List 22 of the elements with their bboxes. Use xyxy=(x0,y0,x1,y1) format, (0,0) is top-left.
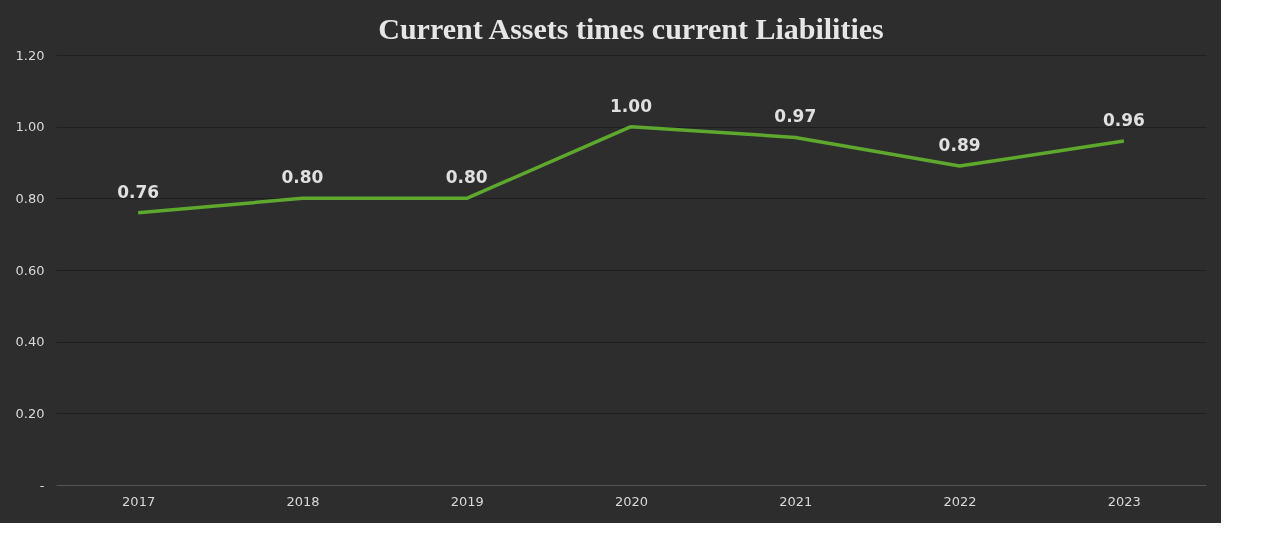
y-tick-label: 0.60 xyxy=(15,262,45,278)
y-tick-label: 1.20 xyxy=(15,47,45,63)
y-tick-label: 1.00 xyxy=(15,119,45,135)
x-tick-label: 2023 xyxy=(1107,493,1141,509)
data-label: 0.76 xyxy=(117,181,160,202)
y-tick-label: 0.20 xyxy=(15,405,45,421)
y-tick-label: 0.40 xyxy=(15,334,45,350)
x-tick-label: 2017 xyxy=(122,493,156,509)
y-tick-label: - xyxy=(39,477,45,493)
data-label: 0.80 xyxy=(445,167,488,188)
chart-title: Current Assets times current Liabilities xyxy=(378,12,884,45)
data-label: 1.00 xyxy=(610,95,653,116)
data-label: 0.89 xyxy=(938,135,981,156)
x-tick-label: 2019 xyxy=(450,493,484,509)
data-label: 0.80 xyxy=(281,167,324,188)
data-label: 0.97 xyxy=(774,106,817,127)
y-tick-label: 0.80 xyxy=(15,190,45,206)
x-tick-label: 2020 xyxy=(614,493,649,509)
x-tick-label: 2018 xyxy=(286,493,320,509)
x-tick-label: 2021 xyxy=(779,493,813,509)
x-tick-label: 2022 xyxy=(943,493,977,509)
data-label: 0.96 xyxy=(1102,110,1145,130)
